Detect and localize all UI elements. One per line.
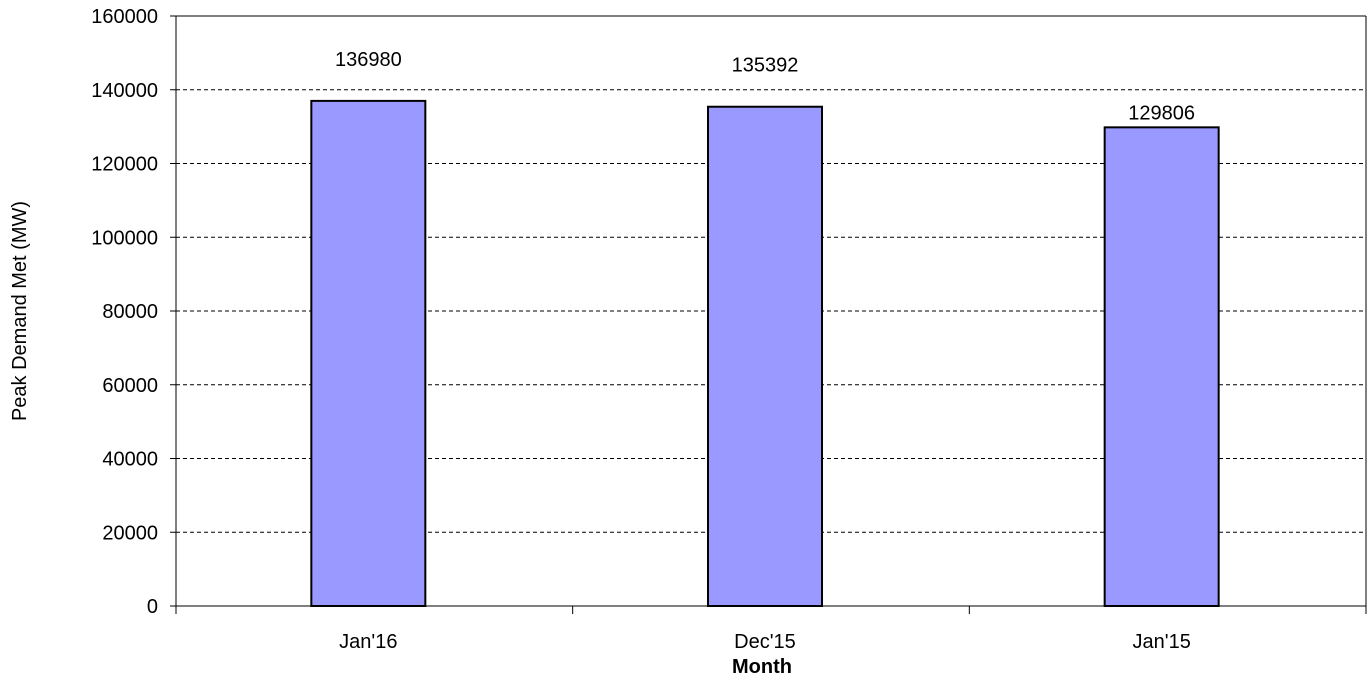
bars: 136980 135392 129806	[310, 49, 1220, 608]
x-tick-label: Jan'16	[339, 631, 397, 653]
y-tick-label: 0	[147, 596, 158, 618]
y-tick-label: 120000	[91, 154, 158, 176]
bar-data-label: 136980	[335, 49, 402, 71]
y-tick-label: 20000	[102, 522, 158, 544]
y-tick-label: 140000	[91, 80, 158, 102]
y-tick-label: 160000	[91, 6, 158, 28]
x-tick-label: Jan'15	[1133, 631, 1191, 653]
x-axis-ticks: Jan'16 Dec'15 Jan'15	[175, 606, 1367, 653]
y-tick-label: 80000	[102, 301, 158, 323]
y-tick-label: 60000	[102, 375, 158, 397]
x-axis-title: Month	[732, 656, 792, 678]
bar	[707, 105, 823, 607]
y-tick-label: 40000	[102, 449, 158, 471]
bar-data-label: 129806	[1128, 102, 1195, 124]
y-axis-title: Peak Demand Met (MW)	[9, 201, 31, 421]
bar	[1103, 126, 1220, 608]
y-tick-label: 100000	[91, 227, 158, 249]
y-axis-ticks: 0 20000 40000 60000 80000 100000 120000 140000 1…	[91, 6, 176, 618]
x-tick-label: Dec'15	[734, 631, 796, 653]
bar	[310, 99, 427, 607]
bar-data-label: 135392	[732, 55, 799, 77]
